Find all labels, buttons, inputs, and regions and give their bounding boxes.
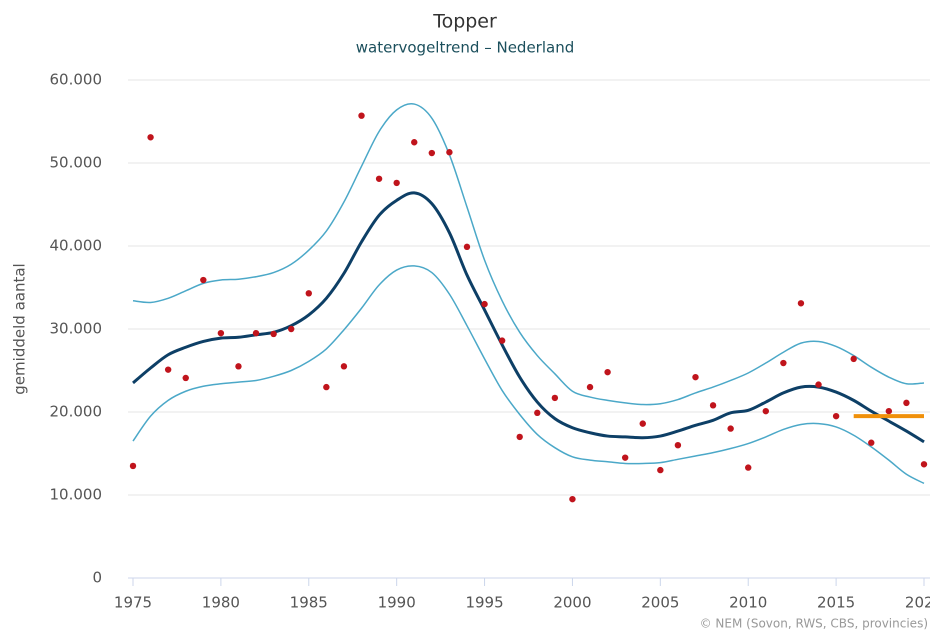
data-point (762, 407, 769, 415)
data-point (481, 300, 488, 308)
data-point (305, 290, 312, 297)
data-point (446, 149, 453, 156)
data-point (657, 466, 664, 474)
data-point (551, 394, 559, 402)
data-point (569, 495, 576, 503)
x-tick-label: 2015 (817, 594, 855, 612)
chart-subtitle: watervogeltrend – Nederland (356, 39, 574, 57)
data-point (288, 325, 295, 333)
data-point (235, 363, 242, 370)
data-point (920, 461, 928, 468)
data-point (270, 330, 277, 338)
y-tick-label: 60.000 (50, 71, 103, 89)
data-point (323, 383, 330, 391)
credit: © NEM (Sovon, RWS, CBS, provincies) (700, 617, 928, 631)
x-tick-label: 2005 (641, 594, 679, 612)
data-point (129, 462, 137, 470)
data-point (692, 373, 699, 381)
data-point (200, 276, 207, 284)
y-tick-label: 0 (92, 569, 102, 587)
x-tick-label: 2000 (553, 594, 591, 612)
data-point (621, 454, 629, 461)
x-tick-label: 1975 (114, 594, 152, 612)
data-point (745, 464, 752, 471)
data-point (709, 402, 717, 409)
data-point (903, 399, 910, 407)
trend-line (132, 265, 925, 485)
x-tick-label: 2020 (905, 594, 930, 612)
data-point (604, 368, 611, 376)
y-tick-label: 10.000 (50, 486, 103, 504)
data-point (797, 300, 805, 307)
data-point (164, 366, 172, 373)
x-tick-label: 2010 (729, 594, 767, 612)
data-point (639, 420, 646, 427)
data-point (358, 112, 365, 119)
y-tick-label: 40.000 (50, 237, 103, 255)
data-point (428, 149, 436, 157)
data-point (375, 175, 383, 182)
data-point (885, 407, 893, 415)
data-point (411, 139, 418, 146)
chart-title: Topper (432, 11, 497, 33)
data-point (850, 355, 857, 363)
y-tick-label: 50.000 (50, 154, 103, 172)
data-point (780, 359, 787, 367)
y-tick-label: 20.000 (50, 403, 103, 421)
data-point (674, 442, 682, 449)
data-point (147, 134, 154, 141)
y-tick-label: 30.000 (50, 320, 103, 338)
trend-line (132, 102, 925, 406)
data-point (252, 329, 260, 337)
data-point (498, 337, 506, 344)
x-tick-label: 1995 (465, 594, 503, 612)
data-point (534, 409, 541, 417)
data-point (340, 363, 348, 370)
data-point (868, 439, 875, 446)
x-tick-label: 1985 (290, 594, 328, 612)
y-axis-label: gemiddeld aantal (11, 263, 29, 394)
data-point (815, 381, 822, 388)
data-point (727, 425, 734, 432)
data-point (217, 329, 225, 337)
trend-line (132, 191, 925, 444)
data-point (586, 383, 594, 391)
data-point (832, 412, 840, 420)
data-point (182, 374, 189, 382)
data-point (516, 433, 523, 441)
data-point (463, 243, 471, 251)
x-tick-label: 1990 (378, 594, 416, 612)
x-tick-label: 1980 (202, 594, 240, 612)
data-point (393, 179, 400, 187)
